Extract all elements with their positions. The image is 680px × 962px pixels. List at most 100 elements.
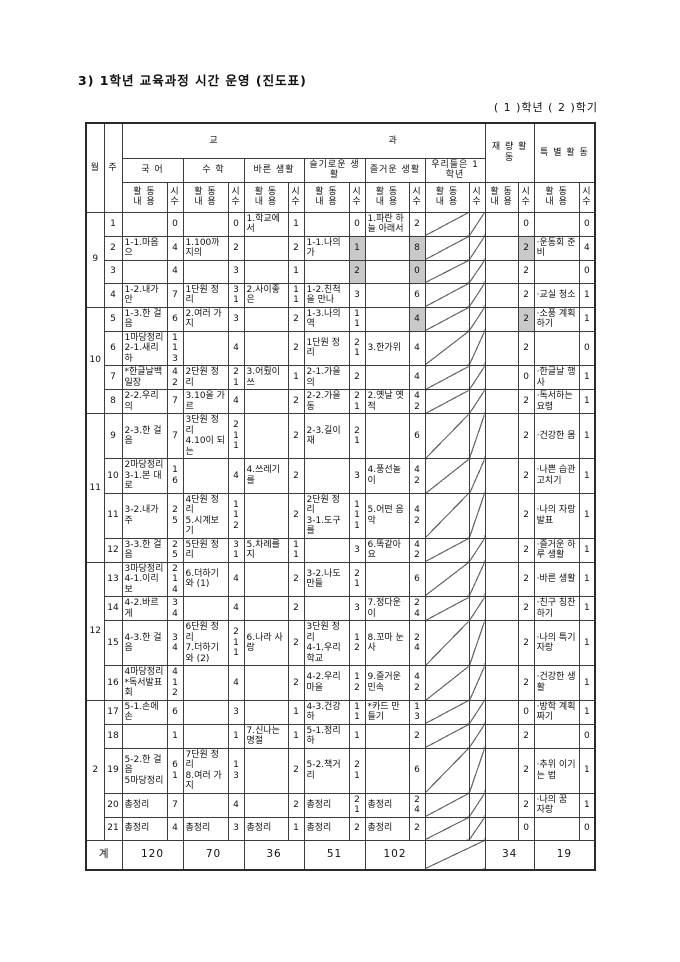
- korean-hours: 7: [166, 282, 184, 308]
- wise-life-content: 총정리: [303, 792, 350, 818]
- first-grade-hours: [468, 282, 486, 308]
- wise-life-hours: 2 1: [348, 792, 366, 818]
- header-month: 월: [85, 122, 105, 213]
- right-life-content: [243, 792, 289, 818]
- joyful-life-hours: 8: [408, 235, 426, 261]
- right-life-content: [243, 389, 289, 414]
- total-math: 70: [182, 839, 245, 870]
- discretionary-hours: 0: [517, 699, 535, 725]
- first-grade-hours: [468, 211, 486, 237]
- discretionary-hours: 2: [517, 458, 535, 494]
- table-row: 21 총정리 4 총정리 3 총정리 1 총정리 2 총정리 2 0 0: [86, 816, 596, 841]
- first-grade-content: [424, 235, 470, 261]
- discretionary-content: [484, 596, 519, 621]
- discretionary-hours: 2: [517, 413, 535, 459]
- table-row: 7 *한글날백일장 4 2 2단원 정리 2 1 3.어뤘이 쓰 1 2-1.가을의 2 4 0 ·한…: [86, 365, 596, 390]
- math-hours: 3: [227, 699, 245, 725]
- math-hours: 4: [227, 458, 245, 494]
- special-hours: 1: [578, 413, 596, 459]
- joyful-life-content: [364, 306, 410, 332]
- first-grade-content: [424, 330, 470, 366]
- korean-content: 1-3.한 걸음: [121, 306, 168, 332]
- first-grade-hours: [468, 235, 486, 261]
- wise-life-hours: 1 1 1: [348, 492, 366, 539]
- first-grade-content: [424, 211, 470, 237]
- wise-life-hours: 1 1: [348, 306, 366, 332]
- week-number: 5: [103, 306, 123, 332]
- discretionary-content: [484, 211, 519, 237]
- wise-life-content: 2-3.길이 재: [303, 413, 350, 459]
- page-title: 3) 1학년 교육과정 시간 운영 (진도표): [78, 73, 307, 88]
- special-content: ·건강한 생활: [533, 665, 580, 701]
- wise-life-hours: 2 1: [348, 747, 366, 794]
- special-content: ·친구 칭찬하기: [533, 596, 580, 621]
- week-number: 10: [103, 458, 123, 494]
- header-activity-right-life: 활 동 내 용: [243, 181, 289, 213]
- header-hours-discretionary: 시 수: [517, 181, 535, 213]
- discretionary-content: [484, 792, 519, 818]
- korean-content: *한글날백일장: [121, 365, 168, 390]
- week-number: 1: [103, 211, 123, 237]
- right-life-hours: 1: [287, 699, 305, 725]
- right-life-content: 총정리: [243, 816, 289, 841]
- discretionary-hours: 2: [517, 306, 535, 332]
- special-content: ·나쁜 습관 고치기: [533, 458, 580, 494]
- joyful-life-hours: 6: [408, 561, 426, 597]
- discretionary-content: [484, 235, 519, 261]
- first-grade-hours: [468, 620, 486, 666]
- table-row: 15 4-3.한 걸음 3 4 6단원 정리 7.더하기와 (2) 2 1 1 6.나라 …: [86, 620, 596, 666]
- korean-content: 3-2.내가 주: [121, 492, 168, 539]
- header-subject-first-grade: 우리들은 1학년: [424, 157, 486, 183]
- special-content: ·즐거운 하루 생활: [533, 537, 580, 563]
- special-hours: 1: [578, 282, 596, 308]
- right-life-content: [243, 413, 289, 459]
- first-grade-hours: [468, 389, 486, 414]
- joyful-life-content: [364, 413, 410, 459]
- total-joyful-life: 102: [364, 839, 426, 870]
- korean-hours: 1 1 3: [166, 330, 184, 366]
- right-life-hours: 2: [287, 235, 305, 261]
- right-life-hours: 2: [287, 561, 305, 597]
- korean-hours: 7: [166, 389, 184, 414]
- right-life-content: [243, 235, 289, 261]
- joyful-life-content: 총정리: [364, 816, 410, 841]
- table-row: 11 9 2-3.한 걸음 7 3단원 정리 4.10이 되는 2 1 1 2 2-3.길이 …: [85, 413, 596, 563]
- math-hours: 1: [227, 723, 245, 749]
- special-content: ·나의 특기자랑: [533, 620, 580, 666]
- discretionary-content: [484, 330, 519, 366]
- discretionary-hours: 2: [517, 665, 535, 701]
- korean-hours: 3 4: [166, 620, 184, 666]
- korean-content: 2-2.우리의: [121, 389, 168, 414]
- wise-life-content: 1-3.나의 역: [303, 306, 350, 332]
- wise-life-content: 4-2.우리 마을: [303, 665, 350, 701]
- wise-life-hours: 1 2: [348, 665, 366, 701]
- first-grade-content: [424, 561, 470, 597]
- header-hours-math: 시 수: [227, 181, 245, 213]
- korean-content: 총정리: [121, 792, 168, 818]
- joyful-life-hours: 4: [408, 330, 426, 366]
- korean-content: [121, 211, 168, 237]
- discretionary-hours: 0: [517, 211, 535, 237]
- first-grade-content: [424, 596, 470, 621]
- week-number: 14: [103, 596, 123, 621]
- header-activity-special: 활 동 내 용: [533, 181, 580, 213]
- wise-life-hours: 1: [348, 235, 366, 261]
- table-row: 9 1 0 0 1.학교에서 1 0 1.파란 하늘 아래서 2 0 0: [85, 211, 596, 308]
- right-life-content: 7.신나는명절: [243, 723, 289, 749]
- korean-hours: 7: [166, 792, 184, 818]
- korean-hours: 4 1 2: [166, 665, 184, 701]
- right-life-content: [243, 330, 289, 366]
- special-hours: 1: [578, 792, 596, 818]
- special-hours: 1: [578, 596, 596, 621]
- special-hours: 1: [578, 365, 596, 390]
- first-grade-hours: [468, 365, 486, 390]
- joyful-life-hours: 4 2: [408, 537, 426, 563]
- math-content: 총정리: [182, 816, 229, 841]
- korean-content: 4-2.바르게: [121, 596, 168, 621]
- week-number: 6: [103, 330, 123, 366]
- discretionary-hours: 2: [517, 596, 535, 621]
- wise-life-hours: 2 1: [348, 413, 366, 459]
